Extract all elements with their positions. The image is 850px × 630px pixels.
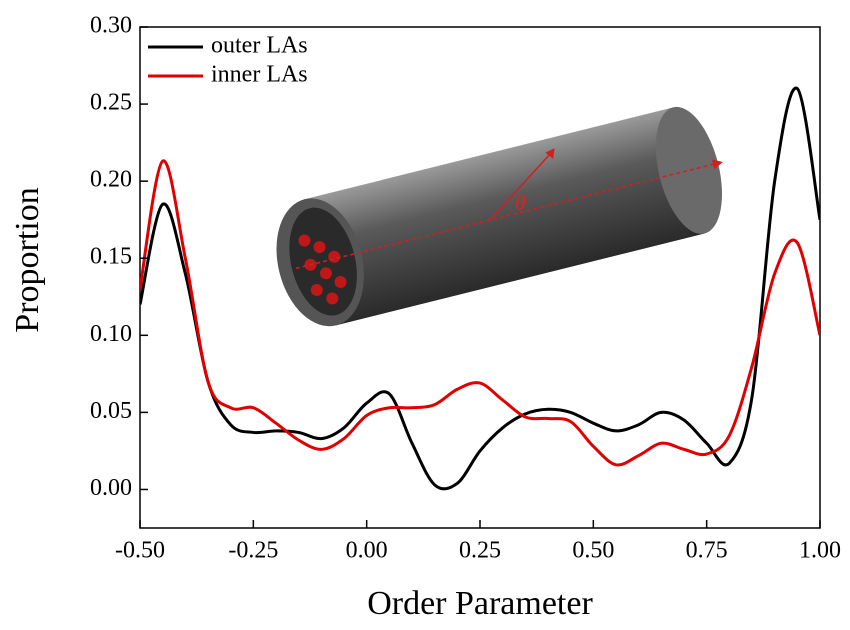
y-tick-label: 0.05 <box>90 398 132 424</box>
y-tick-label: 0.30 <box>90 13 132 39</box>
arrow-head <box>545 148 555 159</box>
tube-axis-arrow <box>295 163 714 270</box>
y-tick-label: 0.25 <box>90 90 132 116</box>
series-line <box>140 86 820 491</box>
molecules <box>298 234 347 305</box>
inset-nanotube <box>276 106 723 327</box>
legend-label: outer LAs <box>211 33 308 59</box>
arrow-head <box>711 159 723 170</box>
tube-body <box>304 107 705 326</box>
x-tick-label: 0.25 <box>459 538 501 564</box>
x-axis-title: Order Parameter <box>367 585 593 622</box>
legend-label: inner LAs <box>211 62 308 88</box>
x-tick-label: 1.00 <box>799 538 841 564</box>
x-tick-label: 0.75 <box>686 538 728 564</box>
x-tick-label: 0.00 <box>346 538 388 564</box>
y-tick-label: 0.00 <box>90 475 132 501</box>
y-tick-label: 0.20 <box>90 167 132 193</box>
molecule-arrow <box>489 152 552 221</box>
y-axis-title: Proportion <box>9 187 46 332</box>
y-tick-label: 0.15 <box>90 244 132 270</box>
plot-area <box>140 86 820 491</box>
x-tick-label: 0.50 <box>572 538 614 564</box>
series-line <box>140 159 820 467</box>
x-tick-label: -0.50 <box>115 538 165 564</box>
x-tick-label: -0.25 <box>228 538 278 564</box>
tube-end <box>655 106 722 234</box>
angle-label: θ <box>515 190 526 215</box>
y-tick-label: 0.10 <box>90 321 132 347</box>
